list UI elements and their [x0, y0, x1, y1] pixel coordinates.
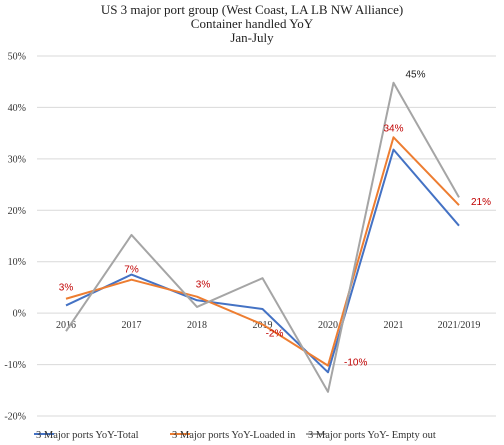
x-tick-label: 2021 — [384, 320, 404, 331]
data-label: 45% — [406, 70, 426, 81]
legend-label: 3 Major ports YoY-Loaded in — [172, 430, 296, 441]
chart-title: US 3 major port group (West Coast, LA LB… — [101, 2, 403, 17]
y-tick-label: 50% — [8, 52, 26, 63]
data-label: -2% — [266, 328, 284, 339]
data-label: 7% — [124, 265, 139, 276]
chart-period: Jan-July — [230, 30, 274, 45]
series-line-3 — [65, 81, 460, 393]
chart-subtitle: Container handled YoY — [191, 16, 314, 31]
legend-label: 3 Major ports YoY- Empty out — [308, 430, 436, 441]
x-tick-label: 2021/2019 — [438, 320, 481, 331]
data-label: -10% — [344, 358, 367, 369]
data-label: 34% — [383, 123, 403, 134]
x-tick-label: 2016 — [56, 320, 76, 331]
y-tick-label: -10% — [4, 360, 26, 371]
x-tick-label: 2017 — [122, 320, 142, 331]
data-labels: 3% 7% 3% -2% -10% 34% 21% 45% — [59, 70, 491, 369]
y-tick-label: 20% — [8, 206, 26, 217]
x-tick-label: 2019 — [253, 320, 273, 331]
y-tick-label: 0% — [13, 309, 26, 320]
data-label: 3% — [59, 283, 74, 294]
legend: 3 Major ports YoY-Total 3 Major ports YoY… — [34, 430, 436, 441]
y-axis-ticks: -20% -10% 0% 10% 20% 30% 40% 50% — [4, 52, 26, 423]
grid-layer — [37, 55, 496, 417]
y-tick-label: 10% — [8, 257, 26, 268]
x-tick-label: 2020 — [318, 320, 338, 331]
y-tick-label: 40% — [8, 103, 26, 114]
y-tick-label: 30% — [8, 154, 26, 165]
series-line-1 — [65, 148, 460, 374]
legend-label: 3 Major ports YoY-Total — [36, 430, 139, 441]
series-line-2 — [65, 136, 460, 367]
series-layer — [65, 81, 460, 393]
data-label: 21% — [471, 197, 491, 208]
x-tick-label: 2018 — [187, 320, 207, 331]
x-axis-ticks: 2016 2017 2018 2019 2020 2021 2021/2019 — [56, 320, 480, 331]
y-tick-label: -20% — [4, 412, 26, 423]
data-label: 3% — [196, 280, 211, 291]
